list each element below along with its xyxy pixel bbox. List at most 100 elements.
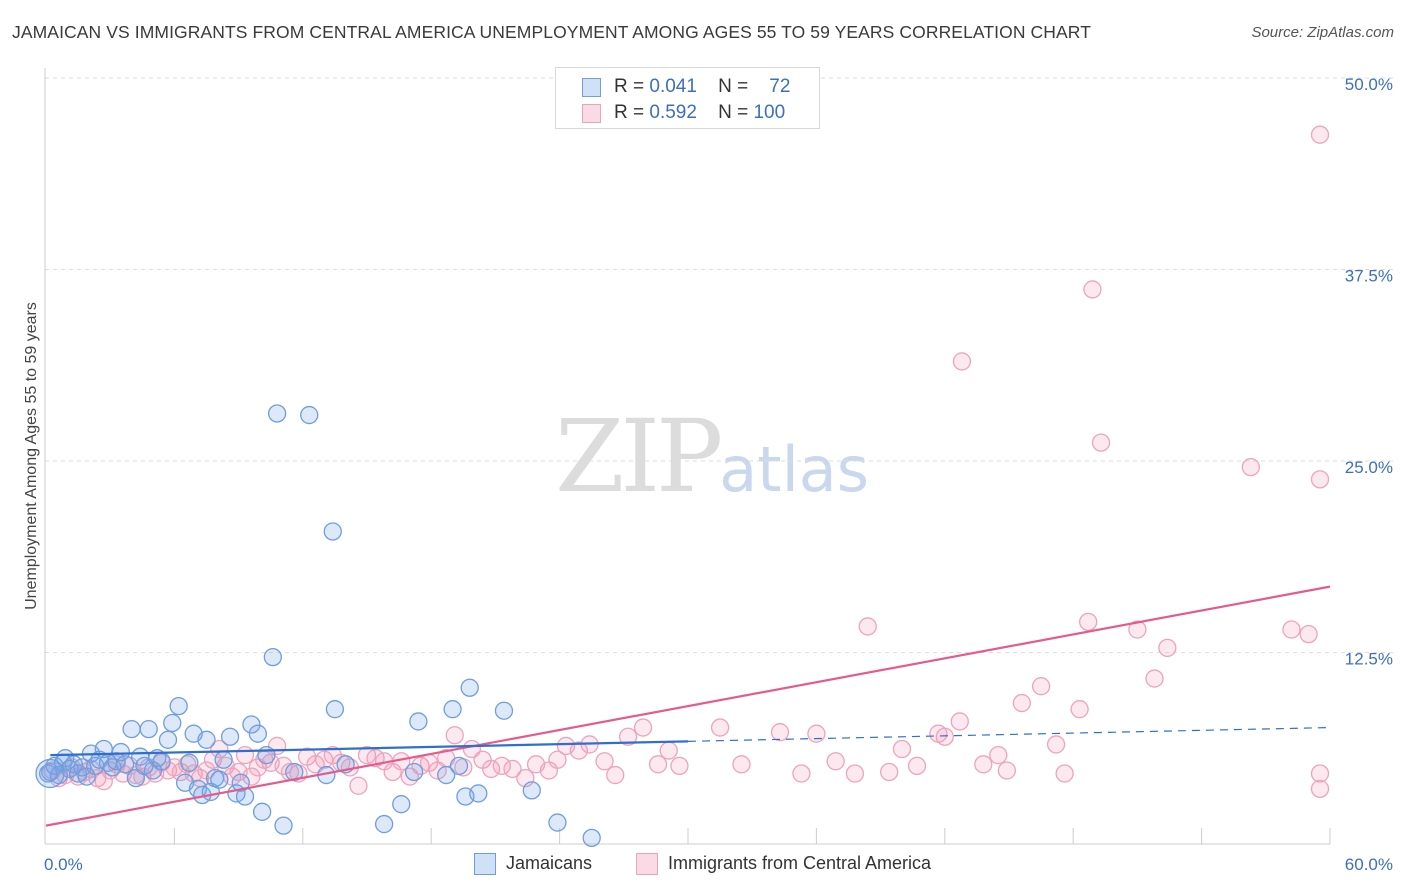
data-point-jamaicans [325,700,345,719]
legend-label: Jamaicans [506,853,593,873]
data-point-central-america [952,352,972,371]
data-point-central-america [210,739,229,759]
x-tick-label: 0.0% [44,855,83,874]
data-point-central-america [481,759,501,779]
data-point-central-america [492,756,511,776]
watermark-atlas: atlas [719,433,870,506]
data-point-jamaicans [257,745,276,765]
data-point-jamaicans [267,404,287,423]
data-point-jamaicans [274,816,293,835]
data-point-central-america [548,750,567,769]
data-point-central-america [633,718,653,737]
data-point-jamaicans [169,696,188,716]
y-tick-label: 12.5% [1345,650,1393,669]
data-point-central-america [950,712,969,731]
r-value: 0.041 [649,76,697,97]
data-point-central-america [648,755,668,774]
data-point-jamaicans [392,795,411,814]
data-point-jamaicans [220,727,240,746]
data-point-jamaicans [548,813,567,832]
y-tick-label: 25.0% [1345,458,1393,477]
data-point-central-america [880,762,899,782]
data-point-central-america [503,759,522,779]
data-point-jamaicans [210,770,229,789]
data-point-central-america [710,718,730,737]
data-point-central-america [907,756,927,776]
data-point-jamaicans [449,756,469,776]
data-point-central-america [845,764,865,783]
data-point-central-america [670,756,689,776]
data-point-central-america [732,755,751,774]
data-point-jamaicans [35,758,65,789]
correlation-legend: R = 0.041 N = 72 R = 0.592 N = 100 [555,67,820,129]
data-point-jamaicans [582,828,601,848]
data-point-central-america [826,752,845,771]
data-point-central-america [349,776,368,795]
data-point-jamaicans [116,755,135,774]
y-tick-label: 37.5% [1345,267,1393,286]
data-point-jamaicans [163,713,182,733]
data-point-jamaicans [242,715,261,734]
data-point-jamaicans [139,719,158,739]
data-point-jamaicans [409,712,428,731]
legend-swatch-pink [582,104,601,123]
watermark-zip: ZIP [555,398,723,515]
data-point-central-america [1310,779,1330,798]
data-point-central-america [1282,620,1301,639]
watermark: ZIPatlas [555,398,869,515]
trendline-jamaicans-extension [687,726,1331,742]
y-tick-label: 50.0% [1345,75,1393,94]
data-point-central-america [1031,677,1051,696]
n-value: 100 [753,102,786,123]
data-point-jamaicans [252,802,272,821]
data-point-central-america [935,727,954,746]
data-point-jamaicans [443,700,462,719]
chart-title: JAMAICAN VS IMMIGRANTS FROM CENTRAL AMER… [12,22,1092,42]
data-point-jamaicans [152,752,171,771]
data-point-central-america [807,724,826,743]
series-legend: Jamaicans Immigrants from Central Americ… [0,852,1406,878]
data-point-jamaicans [122,719,141,739]
data-point-central-america [1310,470,1330,489]
data-point-jamaicans [469,784,488,803]
legend-swatch-pink [636,853,658,875]
data-point-central-america [1158,638,1177,658]
data-point-central-america [1128,620,1147,639]
data-point-jamaicans [248,724,268,743]
data-point-central-america [569,741,589,760]
data-point-jamaicans [323,522,342,541]
data-point-central-america [595,752,614,771]
data-point-central-america [892,739,912,759]
data-point-central-america [1079,612,1098,632]
n-label: N = [718,102,749,123]
legend-swatch-blue [474,853,496,875]
data-point-jamaicans [300,405,319,425]
source-label: Source: ZipAtlas.com [1251,24,1394,41]
data-point-jamaicans [494,701,514,720]
data-point-central-america [1091,433,1111,452]
trendline-central-america [45,585,1331,827]
data-point-jamaicans [437,765,456,785]
data-point-central-america [1310,125,1330,144]
data-point-central-america [445,726,464,745]
data-point-jamaicans [231,773,250,792]
data-point-central-america [1145,669,1164,688]
data-point-central-america [1046,735,1066,754]
n-value: 72 [769,76,791,97]
data-point-central-america [94,772,113,791]
data-point-jamaicans [404,762,424,782]
data-point-central-america [1012,693,1031,713]
data-point-jamaicans [197,730,216,749]
r-label: R = [614,76,645,97]
data-point-central-america [1299,624,1318,644]
data-point-jamaicans [158,730,178,749]
data-point-central-america [235,745,255,765]
n-label: N = [718,76,749,97]
data-point-jamaicans [180,753,199,772]
data-point-jamaicans [38,764,58,783]
r-label: R = [614,102,645,123]
legend-label: Immigrants from Central America [668,853,932,873]
data-point-jamaicans [214,750,233,769]
data-point-central-america [618,727,638,746]
